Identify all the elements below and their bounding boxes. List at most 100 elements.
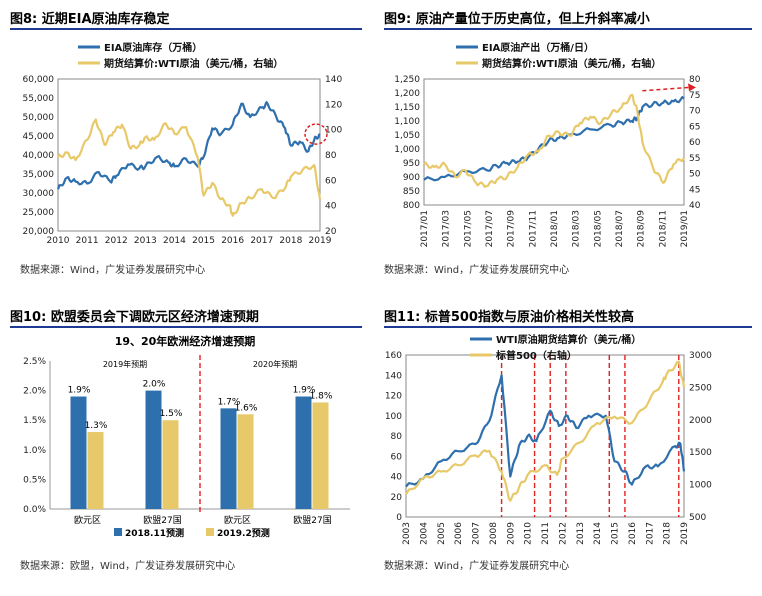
y-tick-label: 1.5%: [23, 416, 46, 426]
y-left-tick-label: 1,150: [394, 103, 420, 113]
bar-data-label: 1.9%: [68, 386, 91, 396]
x-tick-label: 2012: [105, 236, 128, 246]
y-left-tick-label: 25,000: [23, 208, 55, 218]
y-right-tick-label: 100: [325, 126, 342, 136]
y-left-tick-label: 30,000: [23, 189, 55, 199]
x-tick-label: 2018: [663, 522, 673, 545]
y-tick-label: 1.0%: [23, 446, 46, 456]
y-left-tick-label: 40: [391, 473, 403, 483]
x-tick-label: 2010: [524, 522, 534, 545]
group-label: 2019年预期: [103, 359, 147, 369]
plot-frame: [423, 78, 685, 206]
x-tick-label: 2013: [134, 236, 157, 246]
legend-label: EIA原油产出（万桶/日）: [482, 41, 594, 54]
bar-data-label: 1.6%: [235, 403, 258, 413]
y-right-tick-label: 120: [325, 100, 342, 110]
x-tick-label: 2018/03: [572, 210, 582, 247]
y-left-tick-label: 1,000: [394, 145, 420, 155]
y-left-tick-label: 140: [385, 371, 402, 381]
bar-data-label: 1.7%: [218, 397, 241, 407]
x-tick-label: 2011: [76, 236, 99, 246]
y-tick-label: 2.0%: [23, 387, 46, 397]
figure-9-title: 图9: 原油产量位于历史高位，但上升斜率减小: [384, 12, 650, 27]
y-left-tick-label: 800: [403, 201, 420, 211]
y-left-tick-label: 100: [385, 412, 402, 422]
figure-8-chart: 20,000 25,000 30,000 35,000 40,000 45,000 50,0…: [23, 41, 343, 246]
y-right-tick-label: 60: [325, 176, 337, 186]
x-tick-label: 2018/05: [593, 210, 603, 247]
x-tick-label: 2017/11: [528, 210, 538, 247]
x-category-label: 欧盟27国: [293, 514, 331, 526]
y-right-tick-label: 40: [325, 202, 337, 212]
x-tick-label: 2005: [437, 522, 447, 545]
y-left-tick-label: 40,000: [23, 151, 55, 161]
x-tick-label: 2016: [221, 236, 244, 246]
x-tick-label: 2017: [250, 236, 273, 246]
x-tick-label: 2017/09: [507, 210, 517, 248]
figure-11-title: 图11: 标普500指数与原油价格相关性较高: [384, 310, 634, 325]
legend-label: 期货结算价:WTI原油（美元/桶，右轴）: [104, 57, 283, 70]
y-right-tick-label: 20: [325, 227, 337, 237]
x-tick-label: 2011: [541, 522, 551, 545]
y-left-tick-label: 55,000: [23, 94, 55, 104]
y-left-tick-label: 900: [403, 173, 420, 183]
figure-11-panel: 图11: 标普500指数与原油价格相关性较高 0 20 40 60 80 100 120 14…: [384, 306, 754, 586]
figure-11-chart: 0 20 40 60 80 100 120 140 160 500 1000 1500 2000 2500…: [385, 333, 712, 545]
highlight-circle: [304, 123, 328, 145]
y-right-tick-label: 55: [689, 154, 700, 164]
figure-10-title: 图10: 欧盟委员会下调欧元区经济增速预期: [10, 310, 259, 325]
x-tick-label: 2018: [279, 236, 302, 246]
plot-frame: [405, 354, 685, 518]
x-tick-label: 2018/11: [658, 210, 668, 247]
figure-10-source: 数据来源：欧盟，Wind，广发证券发展研究中心: [20, 561, 236, 572]
x-category-label: 欧元区: [74, 514, 101, 526]
series-line-WTI原油: [57, 118, 322, 217]
plot-frame: [57, 78, 321, 232]
x-tick-label: 2019/01: [680, 210, 690, 247]
trend-arrow-line: [642, 86, 691, 92]
x-category-label: 欧盟27国: [143, 514, 181, 526]
series-line-WTI原油: [423, 93, 685, 188]
y-right-tick-label: 80: [689, 75, 701, 85]
figure-9-chart: 800 850 900 950 1,000 1,050 1,100 1,150 1,200 1,2…: [394, 41, 701, 248]
bar-data-label: 1.8%: [310, 391, 333, 401]
bar-2018.11预测: [70, 396, 87, 509]
x-tick-label: 2008: [489, 522, 499, 545]
x-tick-label: 2003: [402, 522, 412, 545]
bar-2019.2预测: [312, 402, 329, 509]
x-tick-label: 2017/03: [442, 210, 452, 247]
x-tick-label: 2018/01: [550, 210, 560, 247]
x-tick-label: 2015: [611, 522, 621, 545]
x-tick-label: 2018/07: [615, 210, 625, 247]
y-right-tick-label: 80: [325, 151, 337, 161]
x-tick-label: 2018/09: [637, 210, 647, 248]
y-left-tick-label: 1,050: [394, 131, 420, 141]
x-tick-label: 2009: [506, 522, 516, 545]
legend-label: 标普500（右轴）: [495, 349, 577, 362]
x-tick-label: 2007: [472, 522, 482, 545]
y-left-tick-label: 45,000: [23, 132, 55, 142]
y-right-tick-label: 50: [689, 170, 701, 180]
legend-label: 期货结算价:WTI原油（美元/桶，右轴）: [482, 57, 661, 70]
bar-2018.11预测: [295, 396, 312, 509]
x-tick-label: 2014: [163, 236, 186, 246]
figure-9-rule: [384, 28, 752, 30]
series-line-标普500: [405, 360, 686, 502]
y-right-tick-label: 45: [689, 185, 700, 195]
bar-2019.2预测: [237, 414, 254, 509]
chart-subtitle: 19、20年欧洲经济增速预期: [115, 334, 256, 348]
x-tick-label: 2004: [419, 522, 429, 545]
y-tick-label: 0.5%: [23, 475, 46, 485]
y-left-tick-label: 160: [385, 351, 402, 361]
y-left-tick-label: 60: [391, 452, 403, 462]
y-left-tick-label: 120: [385, 392, 402, 402]
figure-8-panel: 图8: 近期EIA原油库存稳定 20,000 25,000 30,000 35,000…: [10, 8, 370, 288]
y-right-tick-label: 65: [689, 122, 700, 132]
figure-9-source: 数据来源：Wind，广发证券发展研究中心: [384, 265, 570, 276]
y-tick-label: 2.5%: [23, 357, 46, 367]
bar-data-label: 2.0%: [143, 380, 166, 390]
y-left-tick-label: 20: [391, 493, 403, 503]
x-tick-label: 2017/05: [463, 210, 473, 247]
y-right-tick-label: 2500: [689, 383, 712, 393]
series-line-EIA原油库存: [56, 101, 321, 190]
